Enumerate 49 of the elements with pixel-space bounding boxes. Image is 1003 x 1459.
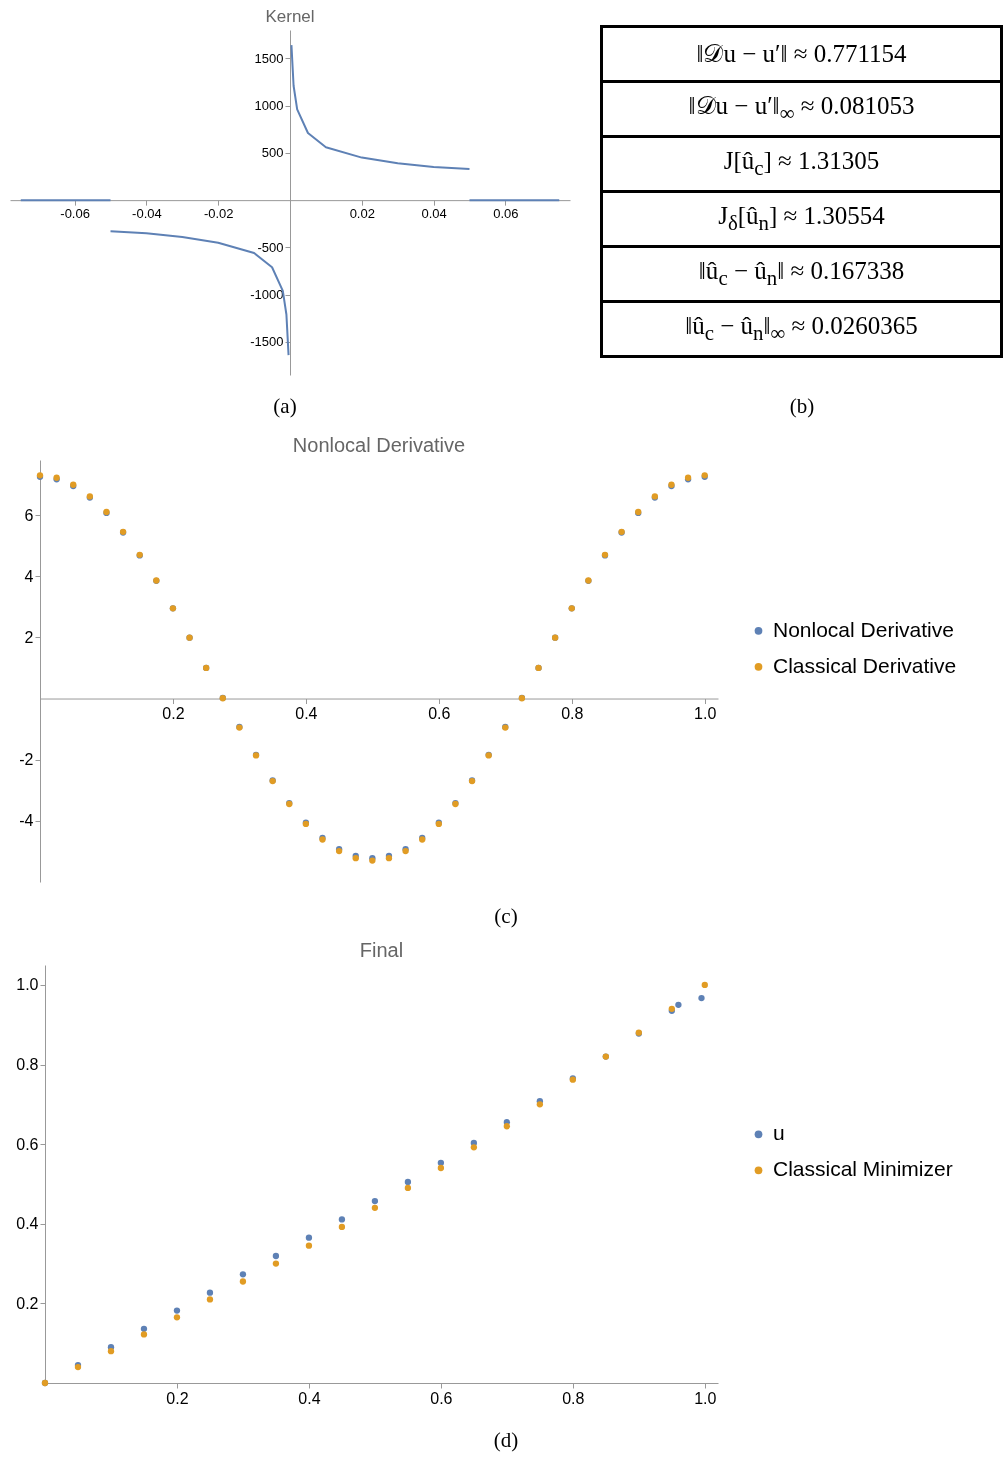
text: (b) (789, 394, 815, 419)
x-tick-label: -0.02 (203, 205, 234, 221)
chart-title: Final (359, 939, 404, 961)
y-tick-label: 1.0 (16, 976, 39, 994)
x-tick-label: -0.04 (132, 205, 162, 221)
y-tick-label: 0.4 (16, 1215, 39, 1233)
y-tick-label: -2 (19, 751, 34, 769)
text: ‖û$_{c}$ − û$_{n}$‖$_{∞}$ ≈ 0.0260365 (601, 301, 1002, 357)
y-tick-label: 500 (261, 145, 284, 161)
y-tick-label: 1000 (254, 98, 284, 114)
x-tick-label: 1.0 (694, 705, 717, 723)
text: (d) (493, 1428, 519, 1453)
y-tick-label: 6 (24, 506, 34, 524)
legend-label: Classical Minimizer (773, 1157, 953, 1181)
y-tick-label: -4 (19, 812, 34, 830)
x-tick-label: 0.04 (421, 205, 447, 221)
x-tick-label: 0.8 (561, 705, 584, 723)
y-tick-label: 2 (24, 628, 34, 646)
x-tick-label: -0.06 (60, 205, 90, 221)
legend-label: Nonlocal Derivative (773, 617, 954, 641)
text: ‖û$_{c}$ − û$_{n}$‖ ≈ 0.167338 (601, 246, 1002, 302)
y-tick-label: -1000 (250, 287, 284, 303)
text: (a) (273, 394, 297, 419)
legend-label: Classical Derivative (773, 653, 957, 677)
y-tick-label: -500 (257, 239, 284, 255)
text: J$_{δ}$[û$_{n}$] ≈ 1.30554 (601, 191, 1002, 247)
text: J[û$_{c}$] ≈ 1.31305 (601, 136, 1002, 192)
y-tick-label: 0.8 (16, 1056, 39, 1074)
x-tick-label: 0.4 (295, 705, 318, 723)
text: (c) (494, 904, 518, 929)
x-tick-label: 0.8 (562, 1389, 585, 1407)
x-tick-label: 0.2 (166, 1389, 189, 1407)
legend-label: u (773, 1121, 785, 1145)
x-tick-label: 1.0 (694, 1389, 717, 1407)
y-tick-label: 0.6 (16, 1135, 39, 1153)
chart-title: Kernel (265, 7, 315, 26)
x-tick-label: 0.6 (428, 705, 451, 723)
y-tick-label: 4 (24, 567, 34, 585)
x-tick-label: 0.6 (430, 1389, 453, 1407)
text: ‖𝒟u − u′‖$_{∞}$ ≈ 0.081053 (601, 81, 1002, 137)
x-tick-label: 0.06 (493, 205, 519, 221)
text: ‖𝒟u − u′‖ ≈ 0.771154 (601, 26, 1002, 82)
x-tick-label: 0.2 (162, 705, 185, 723)
x-tick-label: 0.02 (349, 205, 375, 221)
y-tick-label: 1500 (254, 50, 284, 66)
y-tick-label: -1500 (250, 334, 284, 350)
y-tick-label: 0.2 (16, 1294, 39, 1312)
chart-title: Nonlocal Derivative (292, 434, 466, 456)
x-tick-label: 0.4 (298, 1389, 321, 1407)
